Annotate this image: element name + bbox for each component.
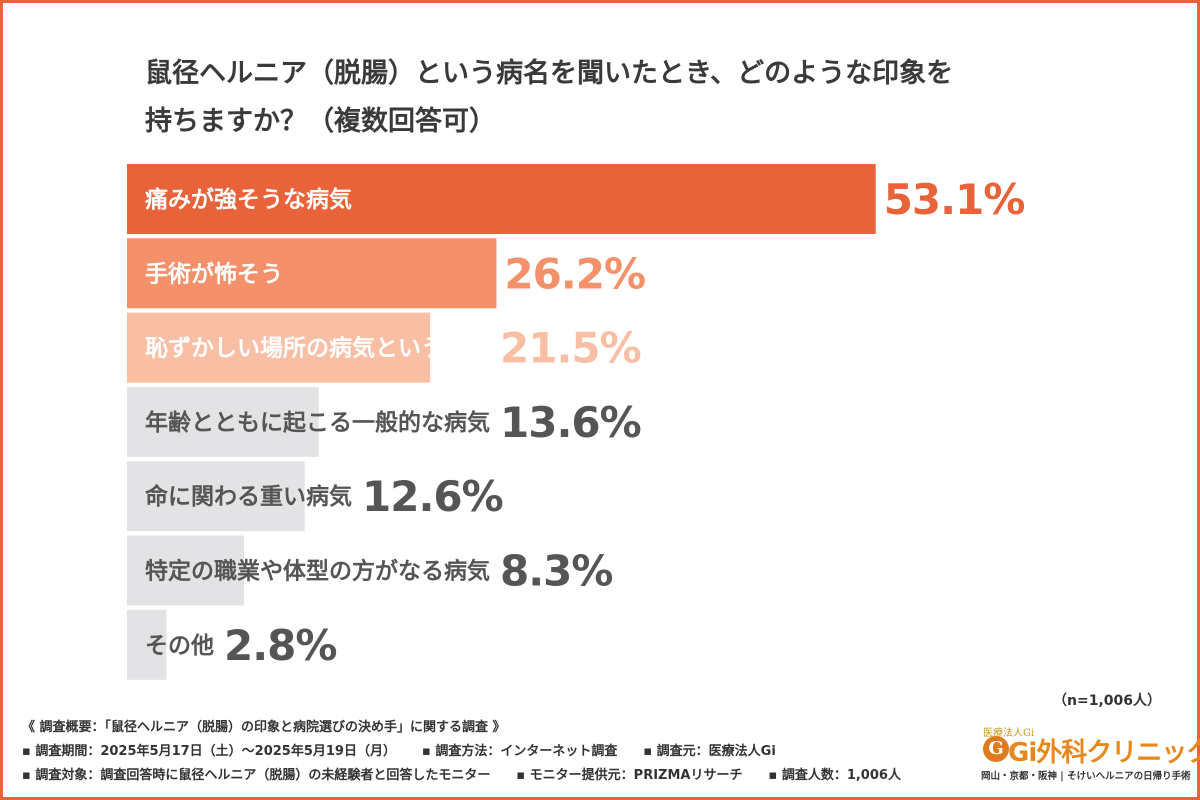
- bar-value-label-7: 2.8%: [224, 621, 336, 670]
- logo-name: Gi外科クリニック: [1008, 738, 1200, 768]
- bar-category-label-7: その他: [145, 633, 214, 659]
- bar-category-label-1: 痛みが強そうな病気: [145, 186, 352, 213]
- survey-provider: ▪ モニター提供元：PRIZMAリサーチ: [516, 768, 743, 783]
- sample-size-note: （n=1,006人）: [1053, 693, 1161, 709]
- bar-category-label-3: 恥ずかしい場所の病気という印象: [145, 335, 490, 362]
- logo-mark-icon: G: [983, 736, 1009, 762]
- bar-5: [127, 461, 305, 532]
- survey-method: ▪ 調査方法：インターネット調査: [421, 744, 618, 759]
- bar-category-label-5: 命に関わる重い病気: [145, 483, 352, 510]
- survey-row-1: ▪ 調査期間：2025年5月17日（土）〜2025年5月19日（月） ▪ 調査方法…: [22, 740, 901, 764]
- survey-footer: 《 調査概要：「鼠径ヘルニア（脱腸）の印象と病院選びの決め手」に関する調査 》 …: [22, 716, 901, 788]
- bar-category-label-6: 特定の職業や体型の方がなる病気: [145, 558, 490, 585]
- survey-row-2: ▪ 調査対象：調査回答時に鼠径ヘルニア（脱腸）の未経験者と回答したモニター ▪ モ…: [22, 764, 901, 788]
- bar-category-label-2: 手術が怖そう: [145, 260, 283, 287]
- survey-overview: 《 調査概要：「鼠径ヘルニア（脱腸）の印象と病院選びの決め手」に関する調査 》: [22, 720, 506, 735]
- survey-target: ▪ 調査対象：調査回答時に鼠径ヘルニア（脱腸）の未経験者と回答したモニター: [22, 768, 491, 783]
- chart-title-line-1: 鼠径ヘルニア（脱腸）という病名を聞いたとき、どのような印象を: [145, 58, 954, 89]
- logo-small-text: 医療法人Gi: [983, 728, 1035, 739]
- bar-value-label-2: 26.2%: [504, 249, 645, 298]
- bar-value-label-4: 13.6%: [500, 398, 641, 447]
- bar-value-label-5: 12.6%: [362, 472, 503, 521]
- bar-2: [127, 238, 497, 309]
- logo-tagline: 岡山・京都・阪神 | そけいヘルニアの日帰り手術: [981, 771, 1191, 782]
- bar-6: [127, 535, 245, 606]
- clinic-logo: 医療法人Gi G Gi外科クリニック 岡山・京都・阪神 | そけいヘルニアの日帰…: [978, 722, 1200, 784]
- survey-source: ▪ 調査元：医療法人Gi: [643, 744, 776, 759]
- bar-value-label-3: 21.5%: [500, 324, 641, 373]
- bar-1: [127, 164, 876, 234]
- bar-4: [127, 386, 319, 457]
- survey-period: ▪ 調査期間：2025年5月17日（土）〜2025年5月19日（月）: [22, 744, 396, 759]
- survey-count: ▪ 調査人数：1,006人: [768, 768, 901, 783]
- chart-title: 鼠径ヘルニア（脱腸）という病名を聞いたとき、どのような印象を 持ちますか？（複数…: [145, 50, 1125, 146]
- bar-value-label-6: 8.3%: [500, 547, 612, 596]
- chart-title-line-2: 持ちますか？（複数回答可）: [145, 106, 496, 137]
- bar-7: [127, 609, 167, 680]
- bar-category-label-4: 年齢とともに起こる一般的な病気: [145, 409, 490, 436]
- bar-3: [127, 312, 431, 383]
- bar-value-label-1: 53.1%: [884, 175, 1025, 224]
